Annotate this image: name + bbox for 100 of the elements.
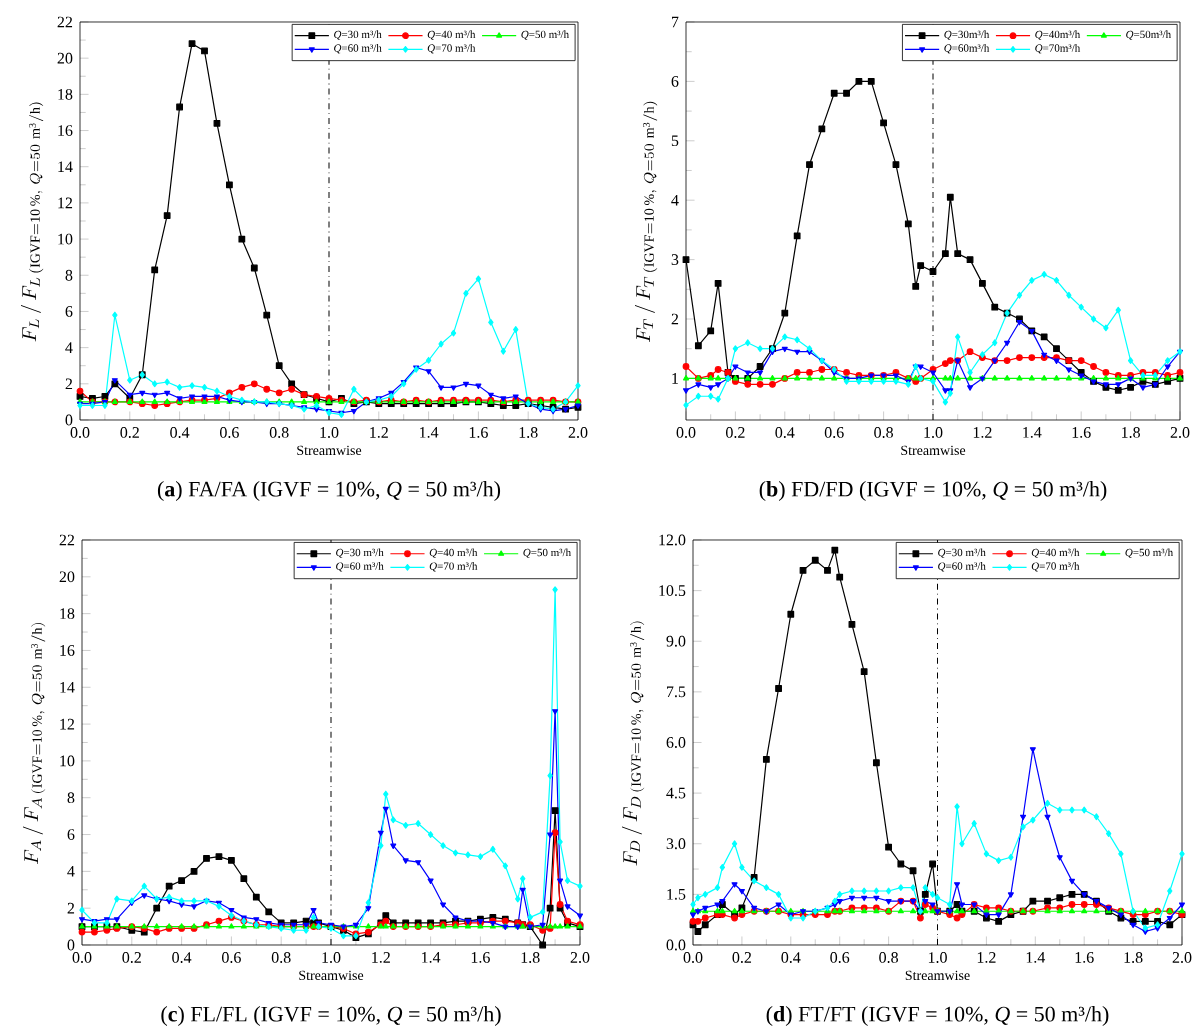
x-tick-label: 0.6 <box>830 952 850 964</box>
x-tick-label: 1.8 <box>521 952 540 964</box>
y-axis-title: $F_L\,/\,F_{L\,(\mathrm{IGVF=10\,\%},\ Q=50\ \mathrm{m^3/h})}$ <box>20 102 44 342</box>
y-tick-label: 10 <box>58 233 73 245</box>
x-tick-label: 1.2 <box>372 952 390 964</box>
x-axis-title: Streamwise <box>901 445 966 456</box>
y-tick-label: 22 <box>59 534 75 546</box>
y-tick-label: 4.5 <box>666 787 686 799</box>
x-tick-label: 0.6 <box>222 952 241 964</box>
x-tick-label: 1.4 <box>1023 427 1042 438</box>
x-tick-label: 0.8 <box>269 427 289 439</box>
y-axis-title: $F_T\,/\,F_{T\,(\mathrm{IGVF=10\,\%},\ Q=50\ \mathrm{m^3/h})}$ <box>634 101 658 343</box>
y-tick-label: 16 <box>60 645 75 656</box>
x-tick-label: 0.0 <box>683 952 703 964</box>
x-tick-label: 1.6 <box>471 952 490 964</box>
legend-label: Q=30 m³/h <box>336 548 384 558</box>
legend-label: Q=40 m³/h <box>427 30 476 40</box>
y-axis-title: $F_A\,/\,F_{A\,(\mathrm{IGVF=10\,\%},\ Q=50\ \mathrm{m^3/h})}$ <box>22 623 46 865</box>
legend-label: Q=40m³/h <box>1035 30 1081 40</box>
y-tick-label: 4 <box>65 342 73 354</box>
x-tick-label: 0.8 <box>879 952 899 964</box>
y-tick-label: 1.5 <box>667 889 686 900</box>
x-tick-label: 1.6 <box>1075 952 1094 964</box>
y-tick-label: 16 <box>58 125 73 137</box>
y-tick-label: 18 <box>58 89 73 100</box>
y-tick-label: 8 <box>65 270 73 281</box>
y-tick-label: 4 <box>671 195 679 206</box>
x-tick-label: 1.0 <box>924 427 943 439</box>
y-tick-label: 6 <box>671 76 679 87</box>
y-tick-label: 3.0 <box>666 838 686 850</box>
x-tick-label: 1.8 <box>1124 952 1143 964</box>
legend-label: Q=60 m³/h <box>336 562 384 572</box>
y-tick-label: 7.5 <box>667 686 686 698</box>
x-tick-label: 1.0 <box>320 427 339 439</box>
legend-label: Q=50 m³/h <box>1125 548 1174 558</box>
text: (b) FD/FD (IGVF = 10%, Q = 50 m³/h) <box>759 481 1107 502</box>
x-tick-label: 0.4 <box>172 952 192 964</box>
y-tick-label: 22 <box>57 16 73 28</box>
x-tick-label: 1.8 <box>1122 427 1140 439</box>
x-tick-label: 0.8 <box>271 952 291 964</box>
x-tick-label: 1.6 <box>469 427 488 439</box>
x-tick-label: 0.8 <box>874 427 894 439</box>
x-tick-label: 2.0 <box>1172 952 1192 964</box>
x-tick-label: 1.0 <box>322 952 341 964</box>
y-tick-label: 10.5 <box>659 585 686 597</box>
y-tick-label: 12 <box>60 718 75 730</box>
legend-label: Q=70m³/h <box>1035 44 1081 54</box>
x-tick-label: 0.2 <box>122 952 141 964</box>
y-tick-label: 18 <box>60 608 75 620</box>
legend-label: Q=50m³/h <box>1126 30 1171 40</box>
x-tick-label: 0.4 <box>781 952 801 964</box>
x-tick-label: 0.4 <box>775 427 795 439</box>
y-tick-label: 1 <box>672 373 678 384</box>
x-tick-label: 1.0 <box>928 952 947 964</box>
x-tick-label: 0.6 <box>220 427 239 439</box>
y-tick-label: 5 <box>671 135 679 147</box>
legend-label: Q=30 m³/h <box>938 548 986 558</box>
y-tick-label: 20 <box>59 571 75 583</box>
y-tick-label: 4 <box>67 866 75 877</box>
legend-label: Q=50 m³/h <box>521 30 569 40</box>
x-tick-label: 0.2 <box>120 427 139 439</box>
y-tick-label: 9.0 <box>666 635 686 647</box>
legend-label: Q=40 m³/h <box>1031 548 1080 558</box>
legend-label: Q=50 m³/h <box>523 548 571 558</box>
x-tick-label: 1.4 <box>422 952 441 963</box>
y-tick-label: 6.0 <box>666 737 686 749</box>
x-tick-label: 2.0 <box>1170 427 1190 439</box>
y-tick-label: 0.0 <box>666 939 686 951</box>
y-tick-label: 6 <box>67 829 75 841</box>
legend-label: Q=60 m³/h <box>334 44 382 54</box>
legend-label: Q=60 m³/h <box>938 562 986 572</box>
y-tick-label: 14 <box>60 682 75 693</box>
x-tick-label: 0.6 <box>824 427 844 439</box>
x-tick-label: 1.6 <box>1072 427 1091 439</box>
legend-label: Q=40 m³/h <box>429 548 478 558</box>
text: (d) FT/FT (IGVF = 10%, Q = 50 m³/h) <box>766 1006 1109 1027</box>
legend-label: Q=30 m³/h <box>334 30 382 40</box>
y-tick-label: 14 <box>58 161 73 173</box>
x-tick-label: 2.0 <box>570 952 590 964</box>
y-tick-label: 7 <box>672 16 679 28</box>
y-tick-label: 20 <box>57 52 73 64</box>
y-tick-label: 10 <box>60 755 75 767</box>
y-tick-label: 0 <box>67 939 75 951</box>
x-tick-label: 2.0 <box>568 427 588 439</box>
y-axis-title: $F_D\,/\,F_{D\,(\mathrm{IGVF=10\,\%},\ Q=50\ \mathrm{m^3/h})}$ <box>621 621 645 866</box>
x-tick-label: 1.2 <box>370 427 388 439</box>
x-tick-label: 1.4 <box>420 427 439 438</box>
y-tick-label: 8 <box>67 792 75 804</box>
y-tick-label: 12.0 <box>659 534 686 546</box>
x-tick-label: 0.2 <box>726 427 745 439</box>
y-tick-label: 2 <box>65 378 73 390</box>
x-tick-label: 1.8 <box>519 427 538 439</box>
x-tick-label: 0.2 <box>732 952 752 964</box>
y-tick-label: 6 <box>65 306 73 317</box>
x-tick-label: 1.2 <box>973 427 992 439</box>
legend-label: Q=60m³/h <box>944 44 990 54</box>
legend-label: Q=70 m³/h <box>1031 562 1080 572</box>
legend-label: Q=30m³/h <box>944 30 990 40</box>
y-tick-label: 2 <box>671 313 679 325</box>
legend-label: Q=70 m³/h <box>429 562 478 572</box>
